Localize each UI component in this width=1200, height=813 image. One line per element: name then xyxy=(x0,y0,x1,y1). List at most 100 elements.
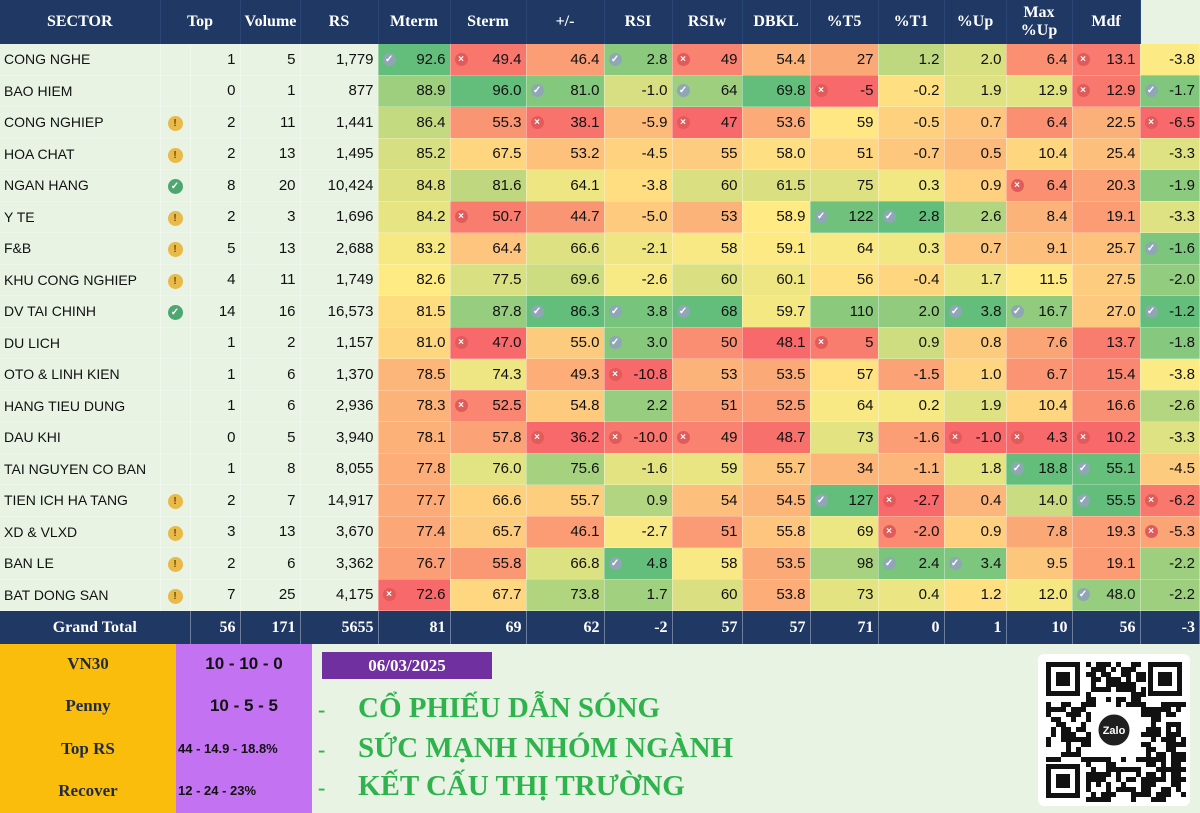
table-row[interactable]: CONG NGHE 1 5 1,779 ✓ 92.6 × 49.4 46.4 ✓ 2.8 × 49 54.… xyxy=(0,44,1200,76)
mdf-value: -1.6 xyxy=(1169,239,1195,257)
col-header-mterm[interactable]: Mterm xyxy=(378,0,451,44)
t1-cell: 2.0 xyxy=(944,44,1007,76)
pm-cell: 0.9 xyxy=(604,484,673,517)
table-row[interactable]: BAT DONG SAN! 7 25 4,175 × 72.6 67.7 73.8 1.7 60 5… xyxy=(0,579,1200,611)
fail-icon: × xyxy=(676,52,690,66)
mterm-cell: × 49.4 xyxy=(450,44,527,76)
mdf-cell: -2.6 xyxy=(1140,390,1200,422)
rs-cell: 85.2 xyxy=(378,138,451,170)
up-cell: 7.6 xyxy=(1006,327,1073,359)
sterm-cell: 75.6 xyxy=(526,453,605,485)
dbkl-value: 51 xyxy=(856,145,874,163)
volume-cell: 1,779 xyxy=(300,44,379,76)
table-row[interactable]: HANG TIEU DUNG 1 6 2,936 78.3 × 52.5 54.8 2.2 51 5… xyxy=(0,390,1200,422)
table-row[interactable]: F&B! 5 13 2,688 83.2 64.4 66.6 -2.1 58 59.1 64 0.3 0… xyxy=(0,232,1200,265)
col-header-plusminus[interactable]: +/- xyxy=(526,0,605,44)
table-row[interactable]: TAI NGUYEN CO BAN 1 8 8,055 77.8 76.0 75.6 -1.6… xyxy=(0,453,1200,485)
total-volume: 5655 xyxy=(300,610,379,645)
table-row[interactable]: CONG NGHIEP! 2 11 1,441 86.4 55.3 × 38.1 -5.9 × 47… xyxy=(0,106,1200,139)
volume-cell: 4,175 xyxy=(300,579,379,611)
dbkl-cell: 73 xyxy=(810,421,879,454)
volume-cell: 1,370 xyxy=(300,358,379,391)
total-rs: 81 xyxy=(378,610,451,645)
rsi-value: 54 xyxy=(720,491,738,509)
up-value: 6.4 xyxy=(1046,113,1068,131)
check-icon: ✓ xyxy=(167,179,183,195)
sterm-cell: 46.1 xyxy=(526,516,605,548)
table-row[interactable]: TIEN ICH HA TANG! 2 7 14,917 77.7 66.6 55.7 0.9… xyxy=(0,484,1200,517)
warning-icon: ! xyxy=(167,525,183,541)
col-header-rsi[interactable]: RSI xyxy=(604,0,673,44)
qr-code[interactable]: Zalo xyxy=(1038,654,1190,806)
rs-value: 82.6 xyxy=(416,271,446,289)
pm-value: -3.8 xyxy=(641,176,668,194)
dash-1: - xyxy=(318,697,326,723)
value-top-rs: 44 - 14.9 - 18.8% xyxy=(178,741,278,756)
rsiw-cell: 61.5 xyxy=(742,169,811,202)
sterm-cell: 55.7 xyxy=(526,484,605,517)
col-header-dbkl[interactable]: DBKL xyxy=(742,0,811,44)
total-rsi: 57 xyxy=(672,610,743,645)
t5-cell: × -2.0 xyxy=(878,516,945,548)
table-row[interactable]: DV TAI CHINH ✓ 14 16 16,573 81.5 87.8 ✓ 86.3 ✓ 3.8… xyxy=(0,295,1200,328)
sterm-value: 66.6 xyxy=(570,239,600,257)
status-flag xyxy=(160,327,191,359)
table-row[interactable]: NGAN HANG ✓ 8 20 10,424 84.8 81.6 64.1 -3.8 60 61.… xyxy=(0,169,1200,202)
headline-2-text: SỨC MẠNH NHÓM NGÀNH xyxy=(358,732,734,764)
pm-value: 1.7 xyxy=(646,586,668,604)
table-row[interactable]: DU LICH 1 2 1,157 81.0 × 47.0 55.0 ✓ 3.0 50 48.1 × 5 0… xyxy=(0,327,1200,359)
rsi-cell: × 49 xyxy=(672,421,743,454)
table-row[interactable]: BAN LE! 2 6 3,362 76.7 55.8 66.8 ✓ 4.8 58 53.5 98 ✓ 2… xyxy=(0,547,1200,580)
top-cell: 5 xyxy=(190,232,241,265)
rs-value: 92.6 xyxy=(416,50,446,68)
col-header-rs[interactable]: RS xyxy=(300,0,379,44)
table-row[interactable]: Y TE! 2 3 1,696 84.2 × 50.7 44.7 -5.0 53 58.9 ✓ 122 ✓… xyxy=(0,201,1200,233)
col-header-mdf[interactable]: Mdf xyxy=(1072,0,1141,44)
t5-value: -1.6 xyxy=(913,428,940,446)
grand-total-row: Grand Total 56 171 5655 81 69 62 -2 57 57 71 0 1 10 56… xyxy=(0,610,1200,645)
col-header-up[interactable]: %Up xyxy=(944,0,1007,44)
maxup-cell: 22.5 xyxy=(1072,106,1141,139)
status-flag xyxy=(160,358,191,391)
col-header-t5[interactable]: %T5 xyxy=(810,0,879,44)
t1-cell: 0.8 xyxy=(944,327,1007,359)
pm-cell: × -10.8 xyxy=(604,358,673,391)
col-header-rsiw[interactable]: RSIw xyxy=(672,0,743,44)
table-row[interactable]: DAU KHI 0 5 3,940 78.1 57.8 × 36.2 × -10.0 × 49 48.7… xyxy=(0,421,1200,454)
col-header-top[interactable]: Top xyxy=(160,0,241,44)
rsiw-cell: 59.1 xyxy=(742,232,811,265)
col-header-sector[interactable]: SECTOR xyxy=(0,0,161,44)
pm-value: -4.5 xyxy=(641,145,668,163)
rsiw-value: 59.1 xyxy=(776,239,806,257)
rsi-cell: 53 xyxy=(672,358,743,391)
mdf-value: -3.3 xyxy=(1169,208,1195,226)
maxup-value: 19.3 xyxy=(1106,523,1136,541)
rsiw-cell: 55.7 xyxy=(742,453,811,485)
report-date: 06/03/2025 xyxy=(322,652,492,679)
sterm-cell: 66.8 xyxy=(526,547,605,580)
table-row[interactable]: KHU CONG NGHIEP! 4 11 1,749 82.6 77.5 69.6 -2.6… xyxy=(0,264,1200,296)
maxup-cell: 25.4 xyxy=(1072,138,1141,170)
count-cell: 5 xyxy=(240,421,301,454)
count-cell: 11 xyxy=(240,106,301,139)
fail-icon: × xyxy=(814,336,828,350)
col-header-t1[interactable]: %T1 xyxy=(878,0,945,44)
table-row[interactable]: HOA CHAT! 2 13 1,495 85.2 67.5 53.2 -4.5 55 58.0 5… xyxy=(0,138,1200,170)
pm-value: 4.8 xyxy=(646,554,668,572)
table-row[interactable]: OTO & LINH KIEN 1 6 1,370 78.5 74.3 49.3 × -10.8… xyxy=(0,358,1200,391)
total-rsiw: 57 xyxy=(742,610,811,645)
table-row[interactable]: XD & VLXD! 3 13 3,670 77.4 65.7 46.1 -2.7 51 55.8… xyxy=(0,516,1200,548)
headline-3: - KẾT CẤU THỊ TRƯỜNG xyxy=(318,770,685,803)
mterm-cell: 81.6 xyxy=(450,169,527,202)
t1-value: 0.9 xyxy=(980,176,1002,194)
col-header-volume[interactable]: Volume xyxy=(240,0,301,44)
mdf-value: -1.9 xyxy=(1169,176,1195,194)
mdf-cell: -2.0 xyxy=(1140,264,1200,296)
col-header-maxup[interactable]: Max %Up xyxy=(1006,0,1073,44)
rsi-cell: 51 xyxy=(672,516,743,548)
status-flag xyxy=(160,390,191,422)
table-row[interactable]: BAO HIEM 0 1 877 88.9 96.0 ✓ 81.0 -1.0 ✓ 64 69.8 × -5… xyxy=(0,75,1200,107)
up-value: 7.6 xyxy=(1046,334,1068,352)
check-icon: ✓ xyxy=(1010,462,1024,476)
col-header-sterm[interactable]: Sterm xyxy=(450,0,527,44)
